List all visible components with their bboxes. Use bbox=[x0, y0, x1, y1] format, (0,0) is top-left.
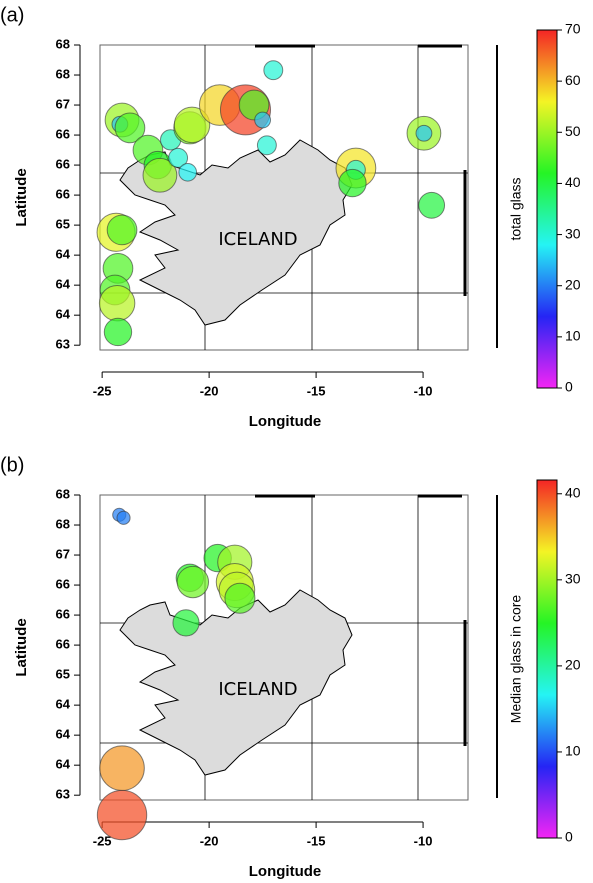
bubble bbox=[254, 111, 272, 129]
bubble bbox=[263, 60, 284, 81]
y-tick-label: 66 bbox=[56, 187, 70, 202]
bubble bbox=[172, 609, 200, 637]
bubble bbox=[103, 317, 133, 347]
y-tick-label: 66 bbox=[56, 576, 70, 591]
colorbar-tick-label: 40 bbox=[565, 174, 581, 190]
y-axis-label: Latitude bbox=[13, 168, 30, 226]
panel-label: (a) bbox=[0, 4, 24, 26]
bubble bbox=[338, 168, 367, 198]
x-tick-label: -25 bbox=[93, 383, 112, 398]
y-tick-label: 66 bbox=[56, 607, 70, 622]
y-tick-label: 66 bbox=[56, 637, 70, 652]
colorbar-tick-label: 40 bbox=[565, 484, 581, 500]
bubble bbox=[256, 135, 277, 156]
y-tick-label: 66 bbox=[56, 157, 70, 172]
panel-label: (b) bbox=[0, 454, 24, 476]
y-tick-label: 64 bbox=[56, 247, 71, 262]
bubble bbox=[178, 162, 198, 182]
y-tick-label: 68 bbox=[56, 486, 70, 501]
x-tick-label: -10 bbox=[414, 833, 433, 848]
bubble bbox=[173, 106, 211, 144]
bubble bbox=[415, 124, 433, 142]
colorbar-label: total glass bbox=[508, 177, 524, 240]
bubble bbox=[114, 112, 146, 144]
colorbar-tick-label: 60 bbox=[565, 72, 581, 88]
y-tick-label: 64 bbox=[56, 307, 71, 322]
bubble bbox=[176, 565, 210, 599]
bubble bbox=[98, 284, 136, 322]
y-tick-label: 66 bbox=[56, 126, 70, 141]
colorbar-tick-label: 10 bbox=[565, 328, 581, 344]
colorbar-tick-label: 30 bbox=[565, 225, 581, 241]
y-tick-label: 68 bbox=[56, 36, 70, 51]
colorbar-tick-label: 50 bbox=[565, 123, 581, 139]
y-tick-label: 63 bbox=[56, 337, 70, 352]
y-tick-label: 65 bbox=[56, 217, 70, 232]
colorbar-tick-label: 20 bbox=[565, 276, 581, 292]
y-tick-label: 67 bbox=[56, 546, 70, 561]
y-tick-label: 68 bbox=[56, 516, 70, 531]
y-tick-label: 65 bbox=[56, 667, 70, 682]
bubble bbox=[96, 789, 148, 841]
y-tick-label: 64 bbox=[56, 757, 71, 772]
x-tick-label: -15 bbox=[307, 383, 326, 398]
y-tick-label: 64 bbox=[56, 727, 71, 742]
colorbar bbox=[536, 479, 558, 839]
bubble bbox=[418, 191, 446, 219]
colorbar-tick-label: 70 bbox=[565, 21, 581, 37]
bubble bbox=[142, 157, 178, 193]
y-tick-label: 67 bbox=[56, 96, 70, 111]
bubble bbox=[224, 582, 256, 614]
colorbar-tick-label: 0 bbox=[565, 829, 573, 845]
x-tick-label: -10 bbox=[414, 383, 433, 398]
bubble bbox=[116, 510, 131, 525]
colorbar-tick-label: 0 bbox=[565, 379, 573, 395]
bubble bbox=[106, 214, 138, 246]
bubble bbox=[99, 745, 145, 791]
y-tick-label: 68 bbox=[56, 66, 70, 81]
x-axis-label: Longitude bbox=[249, 863, 321, 880]
y-axis-label: Latitude bbox=[13, 618, 30, 676]
colorbar-label: Median glass in core bbox=[508, 595, 524, 724]
x-tick-label: -25 bbox=[93, 833, 112, 848]
x-axis-label: Longitude bbox=[249, 413, 321, 430]
y-tick-label: 63 bbox=[56, 787, 70, 802]
x-tick-label: -20 bbox=[200, 833, 219, 848]
map-annotation: ICELAND bbox=[218, 229, 297, 250]
map-annotation: ICELAND bbox=[218, 679, 297, 700]
colorbar bbox=[536, 29, 558, 389]
y-tick-label: 64 bbox=[56, 697, 71, 712]
colorbar-tick-label: 30 bbox=[565, 571, 581, 587]
x-tick-label: -20 bbox=[200, 383, 219, 398]
bubble bbox=[168, 147, 189, 168]
colorbar-tick-label: 20 bbox=[565, 657, 581, 673]
colorbar-tick-label: 10 bbox=[565, 743, 581, 759]
y-tick-label: 64 bbox=[56, 277, 71, 292]
panel-b-map bbox=[98, 493, 499, 802]
x-tick-label: -15 bbox=[307, 833, 326, 848]
